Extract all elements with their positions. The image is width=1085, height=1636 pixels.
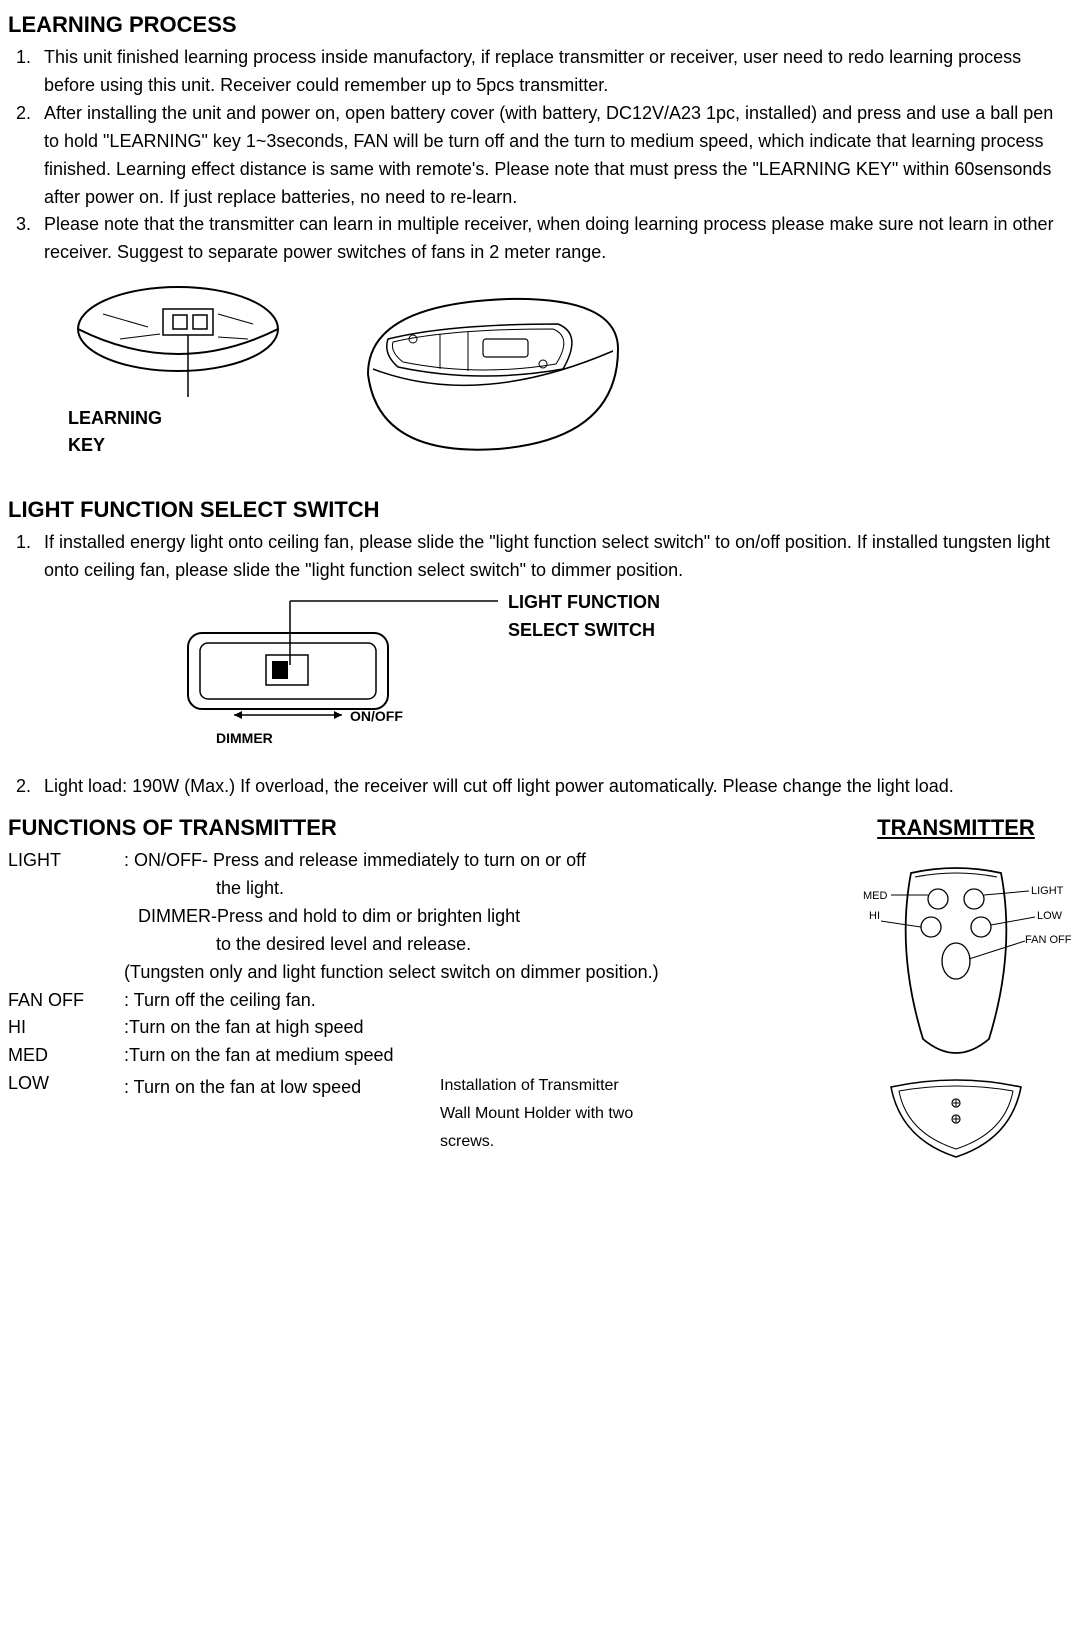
fn-light-note: (Tungsten only and light function select… xyxy=(124,962,659,982)
fn-light-onoff2: the light. xyxy=(124,875,659,903)
onoff-text: ON/OFF xyxy=(350,708,403,724)
learning-item-2: After installing the unit and power on, … xyxy=(36,100,1071,212)
lfss-item-1: If installed energy light onto ceiling f… xyxy=(36,529,1071,585)
learning-key-diagram-icon xyxy=(68,279,288,399)
transmitter-front-diagram-icon: MED HI LIGHT LOW FAN OFF xyxy=(841,861,1071,1071)
fn-med-val: :Turn on the fan at medium speed xyxy=(124,1042,659,1070)
fn-hi-key: HI xyxy=(8,1014,124,1042)
low-label: LOW xyxy=(1037,910,1063,922)
fn-low-val: : Turn on the fan at low speed xyxy=(124,1074,424,1102)
learning-key-label-2: KEY xyxy=(68,435,105,455)
learning-process-title: LEARNING PROCESS xyxy=(8,8,1071,42)
dimmer-text: DIMMER xyxy=(216,730,273,746)
learning-item-3: Please note that the transmitter can lea… xyxy=(36,211,1071,267)
fn-light-dim1: DIMMER-Press and hold to dim or brighten… xyxy=(124,903,520,931)
fn-med-key: MED xyxy=(8,1042,124,1070)
fn-low-key: LOW xyxy=(8,1070,124,1156)
lfss-list-2: Light load: 190W (Max.) If overload, the… xyxy=(8,773,1071,801)
fanoff-label: FAN OFF xyxy=(1025,934,1071,946)
lfss-label-2: SELECT SWITCH xyxy=(508,620,655,640)
lfss-item-2: Light load: 190W (Max.) If overload, the… xyxy=(36,773,1071,801)
hi-label: HI xyxy=(869,910,880,922)
light-label: LIGHT xyxy=(1031,885,1064,897)
learning-item-1: This unit finished learning process insi… xyxy=(36,44,1071,100)
fn-hi-val: :Turn on the fan at high speed xyxy=(124,1014,659,1042)
lfss-figure: ON/OFF DIMMER LIGHT FUNCTION SELECT SWIT… xyxy=(178,595,1071,755)
fn-light-dim2: to the desired level and release. xyxy=(124,931,659,959)
lfss-label-1: LIGHT FUNCTION xyxy=(508,592,660,612)
fn-light-onoff: : ON/OFF- Press and release immediately … xyxy=(124,850,586,870)
fn-light-key: LIGHT xyxy=(8,847,124,986)
transmitter-back-diagram-icon xyxy=(328,279,628,469)
learning-key-label-1: LEARNING xyxy=(68,408,162,428)
lfss-title: LIGHT FUNCTION SELECT SWITCH xyxy=(8,493,1071,527)
fot-title: FUNCTIONS OF TRANSMITTER xyxy=(8,811,823,845)
transmitter-title: TRANSMITTER xyxy=(841,811,1071,845)
wall-mount-holder-icon xyxy=(881,1079,1031,1169)
lfss-switch-diagram-icon: ON/OFF DIMMER xyxy=(178,595,498,755)
lfss-list: If installed energy light onto ceiling f… xyxy=(8,529,1071,585)
med-label: MED xyxy=(863,890,888,902)
learning-process-list: This unit finished learning process insi… xyxy=(8,44,1071,267)
install-note: Installation of Transmitter Wall Mount H… xyxy=(434,1072,650,1156)
fn-fanoff-key: FAN OFF xyxy=(8,987,124,1015)
fn-fanoff-val: : Turn off the ceiling fan. xyxy=(124,987,659,1015)
learning-figures: LEARNING KEY xyxy=(68,279,1071,469)
functions-table: LIGHT : ON/OFF- Press and release immedi… xyxy=(8,847,659,1156)
